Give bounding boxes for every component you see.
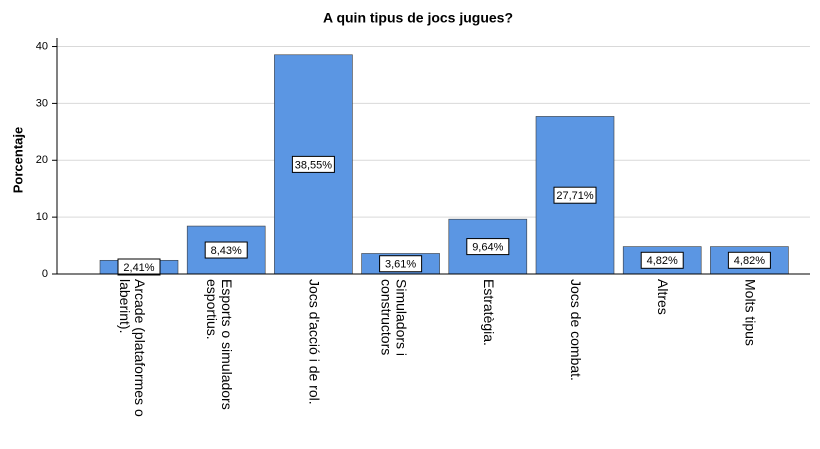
value-label-box xyxy=(291,155,335,173)
x-tick-label: Arcade (plataformes o laberint). xyxy=(117,279,147,417)
x-tick-label: Jocs de combat. xyxy=(568,279,583,381)
chart-title: A quin tipus de jocs jugues? xyxy=(323,10,513,26)
value-label: 2,41% xyxy=(123,262,154,274)
value-label: 9,64% xyxy=(472,241,503,253)
value-label: 8,43% xyxy=(211,245,242,257)
x-tick-label: Simuladors i constructors xyxy=(378,279,409,357)
value-label: 4,82% xyxy=(647,255,678,267)
y-tick-label: 0 xyxy=(42,268,48,280)
value-label-box xyxy=(204,241,248,259)
value-label-box xyxy=(117,258,161,276)
x-tick-label: Molts tipus xyxy=(742,279,758,346)
y-tick-label: 40 xyxy=(36,40,48,52)
value-label-box xyxy=(466,238,510,256)
value-label-box xyxy=(727,251,771,269)
y-tick-label: 30 xyxy=(36,97,48,109)
y-tick-label: 10 xyxy=(36,211,48,223)
x-tick-label: Altres xyxy=(655,279,671,315)
value-label-box xyxy=(640,251,684,269)
y-axis-label: Porcentaje xyxy=(10,127,25,193)
value-label-box xyxy=(379,255,423,273)
value-label: 38,55% xyxy=(295,159,333,171)
y-tick-label: 20 xyxy=(36,154,48,166)
value-label: 27,71% xyxy=(556,190,594,202)
x-tick-label: Jocs d'acció i de rol. xyxy=(306,279,322,405)
x-tick-label: Estratègia. xyxy=(480,279,496,346)
value-label-box xyxy=(553,186,597,204)
x-tick-label: Esports o simuladors esportius. xyxy=(204,279,235,410)
value-label: 3,61% xyxy=(385,259,416,271)
value-label: 4,82% xyxy=(734,255,765,267)
